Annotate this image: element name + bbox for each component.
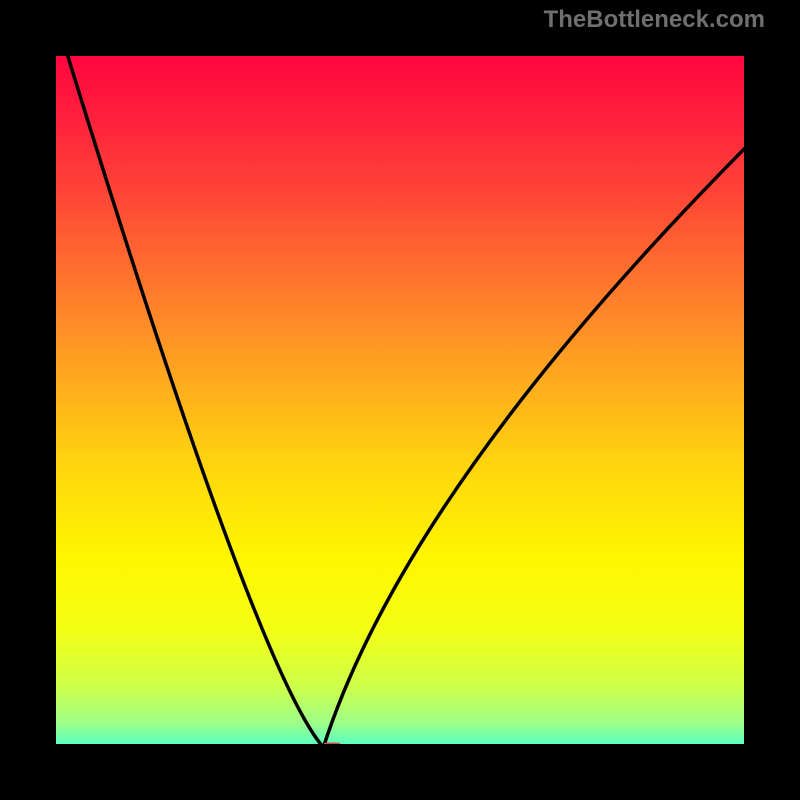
plot-border (28, 28, 772, 772)
watermark-text: TheBottleneck.com (544, 6, 765, 34)
chart-root: TheBottleneck.com (0, 0, 800, 800)
